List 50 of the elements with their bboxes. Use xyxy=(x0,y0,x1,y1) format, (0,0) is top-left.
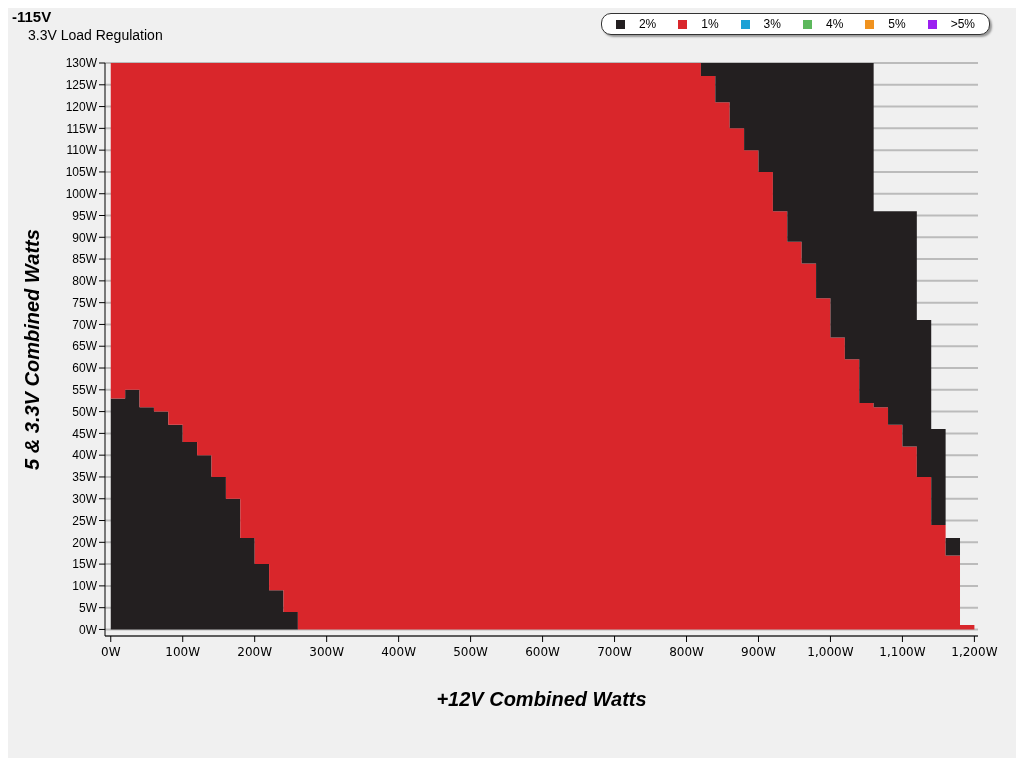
y-tick-label: 65W xyxy=(72,339,98,354)
legend-label: 5% xyxy=(888,17,906,31)
chart-title: -115V xyxy=(12,8,52,25)
x-tick-label: 200W xyxy=(237,645,273,659)
y-tick-label: 90W xyxy=(72,230,98,245)
x-axis-title: +12V Combined Watts xyxy=(436,688,647,710)
y-tick-label: 110W xyxy=(66,143,98,158)
y-tick-label: 10W xyxy=(72,579,98,594)
legend-label: 4% xyxy=(825,17,844,31)
x-tick-label: 500W xyxy=(453,645,489,659)
x-tick-label: 400W xyxy=(381,645,417,659)
y-tick-label: 120W xyxy=(65,99,98,114)
x-tick-label: 300W xyxy=(309,645,345,659)
legend-label: 1% xyxy=(701,17,719,31)
y-tick-label: 100W xyxy=(65,186,98,201)
y-tick-label: 130W xyxy=(65,56,98,71)
x-tick-label: 0W xyxy=(101,645,121,659)
chart-subtitle: 3.3V Load Regulation xyxy=(28,27,163,43)
y-tick-label: 15W xyxy=(72,557,98,572)
y-tick-label: 105W xyxy=(65,165,98,180)
y-tick-label: 75W xyxy=(72,295,98,310)
x-tick-label: 900W xyxy=(741,645,776,659)
y-tick-label: 50W xyxy=(72,404,98,419)
y-tick-label: 60W xyxy=(72,361,98,376)
y-tick-label: 25W xyxy=(72,513,98,528)
y-tick-label: 85W xyxy=(72,252,98,267)
x-tick-label: 800W xyxy=(669,645,705,659)
y-tick-label: 35W xyxy=(72,470,98,485)
y-tick-label: 40W xyxy=(72,448,98,463)
legend-label: 2% xyxy=(638,17,657,31)
y-tick-label: 95W xyxy=(72,208,98,223)
x-tick-label: 1,200W xyxy=(951,645,998,659)
y-tick-label: 55W xyxy=(72,383,98,398)
x-tick-label: 700W xyxy=(597,645,633,659)
y-tick-label: 5W xyxy=(79,600,98,615)
legend-label: 3% xyxy=(763,17,781,31)
y-tick-label: 30W xyxy=(72,492,98,506)
x-tick-label: 100W xyxy=(165,645,201,659)
x-tick-label: 1,000W xyxy=(807,645,854,659)
legend-label: >5% xyxy=(950,17,975,31)
y-tick-label: 70W xyxy=(72,317,98,332)
y-tick-label: 20W xyxy=(72,535,98,550)
x-tick-label: 600W xyxy=(525,645,561,659)
y-tick-label: 125W xyxy=(65,78,98,93)
y-tick-label: 80W xyxy=(72,274,98,289)
y-tick-label: 115W xyxy=(66,121,98,136)
y-tick-label: 45W xyxy=(72,426,98,441)
y-tick-label: 0W xyxy=(79,622,98,637)
y-axis-title: 5 & 3.3V Combined Watts xyxy=(21,229,44,470)
x-tick-label: 1,100W xyxy=(879,645,926,659)
